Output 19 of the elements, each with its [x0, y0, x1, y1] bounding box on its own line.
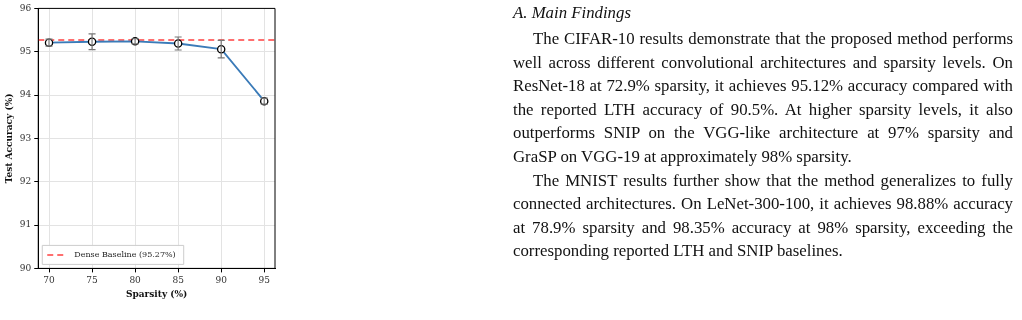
- x-tick-label: 80: [129, 275, 142, 286]
- y-tick-label: 95: [19, 46, 32, 57]
- x-tick-label: 90: [215, 275, 228, 286]
- text: The CIFAR-10 results demonstrate that the proposed method performs well across different convolutional architectures and sparsity levels. On ResNet-18 at 72.9% sparsity, it achieves 95.12% accuracy compared with the reported LTH accuracy of 90.5%. At higher sparsity levels, it also outperforms SNIP on the VGG-like architecture at 97% sparsity and GraSP on VGG-19 at approximately 98% sparsity.: [513, 28, 1013, 168]
- y-tick-label: 96: [19, 2, 32, 13]
- x-tick-label: 70: [43, 275, 56, 286]
- text: A. Main Findings: [513, 2, 632, 24]
- x-tick-label: 85: [172, 275, 185, 286]
- y-axis-title: Test Accuracy (%): [3, 93, 14, 184]
- y-tick-label: 90: [19, 262, 32, 273]
- x-axis-title: Sparsity (%): [125, 288, 188, 299]
- x-tick-label: 95: [258, 275, 271, 286]
- y-tick-label: 94: [19, 89, 32, 100]
- y-tick-label: 93: [19, 132, 32, 143]
- text: The MNIST results further show that the method generalizes to fully connected architectures. On LeNet-300-100, it achieves 98.88% accuracy at 78.9% sparsity and 98.35% accuracy at 98% sparsity, exceeding the corresponding reported LTH and SNIP baselines.: [513, 169, 1013, 263]
- legend-label: Dense Baseline (95.27%): [74, 249, 176, 259]
- y-tick-label: 92: [19, 176, 32, 187]
- x-tick-label: 75: [86, 275, 99, 286]
- y-tick-label: 91: [19, 219, 32, 230]
